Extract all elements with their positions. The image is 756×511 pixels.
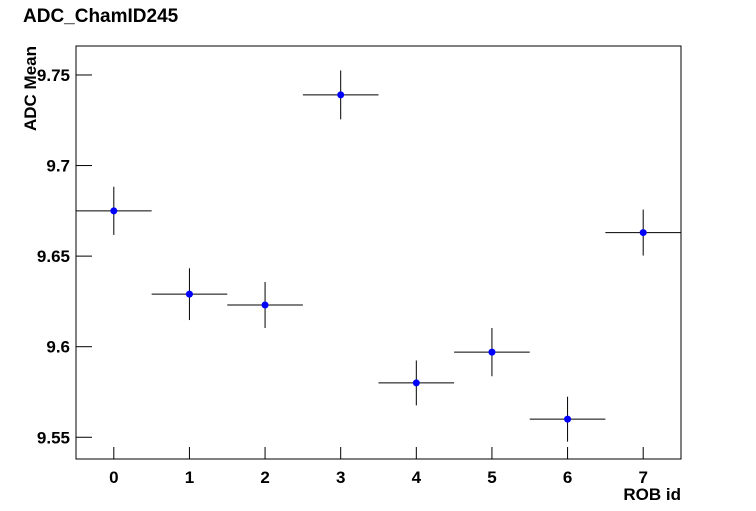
x-tick-label: 5 [487, 468, 496, 487]
data-point [412, 379, 420, 387]
data-point [185, 290, 193, 298]
data-point [261, 301, 269, 309]
y-tick-label: 9.75 [37, 66, 70, 85]
y-tick-label: 9.55 [37, 428, 70, 447]
x-tick-label: 2 [260, 468, 269, 487]
x-axis-label: ROB id [623, 485, 681, 504]
x-tick-label: 1 [185, 468, 194, 487]
y-tick-label: 9.65 [37, 247, 70, 266]
y-tick-label: 9.7 [46, 157, 70, 176]
plot-frame [75, 45, 682, 460]
x-tick-label: 3 [336, 468, 345, 487]
y-tick-label: 9.6 [46, 338, 70, 357]
data-point [564, 415, 572, 423]
data-point [337, 91, 345, 99]
y-axis-label: ADC Mean [21, 46, 40, 131]
data-point [488, 348, 496, 356]
data-point [110, 207, 118, 215]
chart-title: ADC_ChamID245 [23, 6, 179, 27]
x-tick-label: 0 [109, 468, 118, 487]
x-tick-label: 7 [638, 468, 647, 487]
x-tick-label: 6 [563, 468, 572, 487]
x-tick-label: 4 [412, 468, 422, 487]
data-point [639, 229, 647, 237]
